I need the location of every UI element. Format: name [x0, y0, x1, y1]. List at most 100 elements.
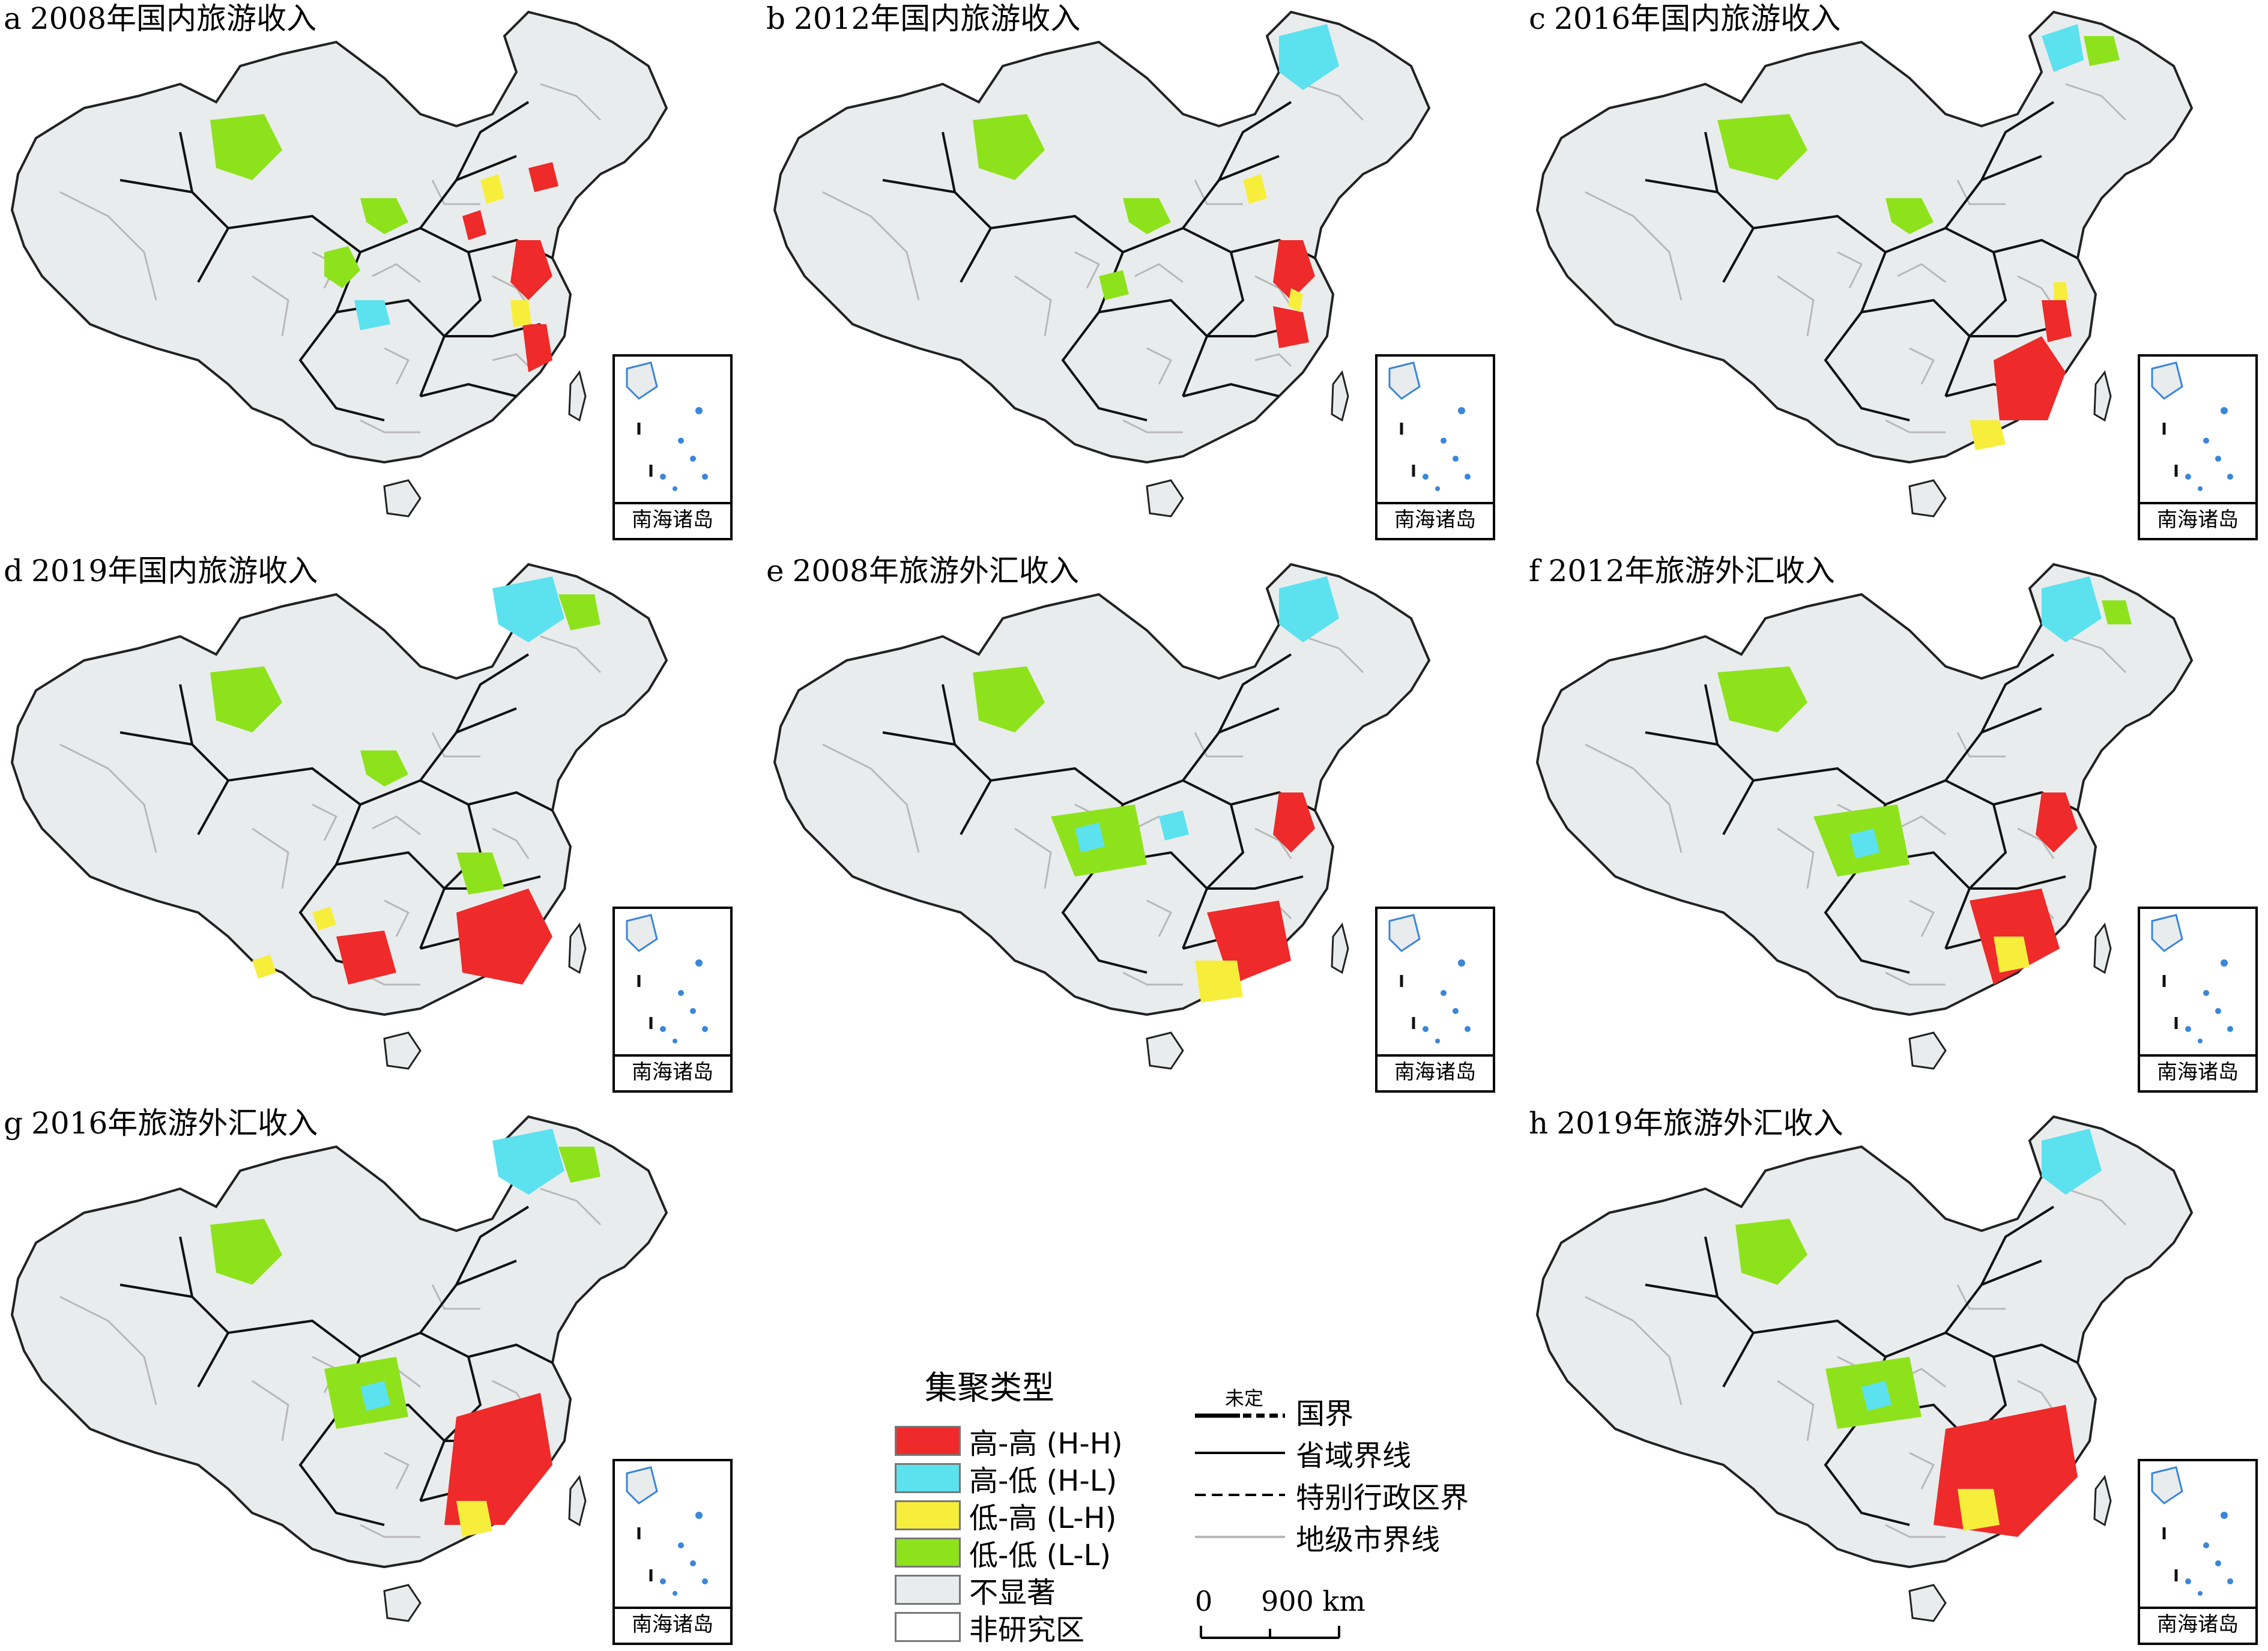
cluster-lh-region: [456, 1501, 492, 1537]
cluster-hl-region: [354, 300, 390, 330]
cluster-lh-region: [1288, 288, 1303, 312]
china-map-g: [11, 1115, 668, 1622]
cluster-hl-region: [1159, 810, 1189, 841]
cluster-hl-region: [2042, 24, 2084, 72]
cluster-lh-region: [252, 955, 276, 979]
inset-label: 南海诸岛: [615, 502, 730, 538]
south-china-sea-inset: 南海诸岛: [2138, 1459, 2258, 1645]
legend-label: 不显著: [969, 1576, 1056, 1610]
province-border-line: [1195, 1452, 1285, 1454]
cluster-hh-region: [2036, 792, 2078, 853]
map-panel-f: f 2012年旅游外汇收入 南海诸岛: [1525, 552, 2268, 1099]
south-china-sea-inset: 南海诸岛: [1375, 907, 1495, 1093]
map-panel-h: h 2019年旅游外汇收入 南海诸岛: [1525, 1105, 2268, 1651]
panel-title: b 2012年国内旅游收入: [766, 1, 1081, 36]
cluster-ll-region: [1717, 666, 1807, 732]
cluster-hh-region: [1273, 306, 1309, 348]
china-map-f: [1536, 563, 2193, 1070]
legend-swatch: [895, 1538, 961, 1568]
legend-line-city-border: 地级市界线: [1195, 1519, 1441, 1557]
national-border-line: [1195, 1413, 1285, 1418]
line-label: 地级市界线: [1296, 1523, 1441, 1557]
province-border-symbol: [1195, 1441, 1285, 1465]
cluster-hl-region: [2042, 1129, 2102, 1195]
legend-label: 高-低 (H-L): [969, 1464, 1117, 1498]
south-china-sea-inset: 南海诸岛: [612, 354, 733, 540]
legend-swatch: [895, 1463, 961, 1493]
cluster-ll-region: [1885, 198, 1934, 234]
legend-label: 低-高 (L-H): [969, 1502, 1117, 1535]
china-map-c: [1536, 11, 2193, 518]
legend-item-ll: 低-低 (L-L): [895, 1535, 1111, 1572]
line-label: 省域界线: [1296, 1439, 1412, 1473]
panel-title: g 2016年旅游外汇收入: [4, 1106, 318, 1141]
city-border-symbol: [1195, 1525, 1285, 1549]
cluster-ll-region: [2084, 36, 2120, 66]
cluster-ll-region: [2102, 600, 2132, 624]
cluster-hl-region: [1279, 576, 1339, 642]
south-china-sea-inset: 南海诸岛: [2138, 354, 2258, 540]
cluster-lh-region: [1243, 174, 1267, 204]
panel-title: a 2008年国内旅游收入: [4, 1, 317, 36]
map-panel-c: c 2016年国内旅游收入 南海诸岛: [1525, 0, 2268, 546]
cluster-hl-region: [1849, 829, 1879, 859]
legend-item-non-study-area: 非研究区: [895, 1609, 1085, 1647]
inset-islands: [2151, 361, 2233, 491]
legend-swatch: [895, 1426, 961, 1456]
cluster-hl-region: [360, 1381, 390, 1411]
cluster-lh-region: [1958, 1489, 2000, 1531]
legend-line-sar-border: 特别行政区界: [1195, 1477, 1469, 1515]
inset-label: 南海诸岛: [2140, 502, 2255, 538]
cluster-ll-region: [210, 666, 282, 732]
scale-distance: 900 km: [1261, 1585, 1365, 1617]
panel-title: h 2019年旅游外汇收入: [1529, 1106, 1843, 1141]
cluster-hh-region: [462, 210, 486, 240]
south-china-sea-inset: 南海诸岛: [612, 907, 733, 1093]
line-label: 国界: [1296, 1397, 1354, 1431]
cluster-ll-region: [324, 246, 360, 288]
cluster-hl-region: [1861, 1381, 1892, 1411]
legend-label: 非研究区: [969, 1613, 1085, 1647]
panel-title: d 2019年国内旅游收入: [4, 554, 318, 588]
legend-line-national-border: 未定 国界: [1195, 1387, 1354, 1431]
cluster-lh-region: [2054, 282, 2069, 300]
legend-item-hl: 高-低 (H-L): [895, 1460, 1117, 1498]
cluster-ll-region: [973, 666, 1045, 732]
south-china-sea-inset: 南海诸岛: [2138, 907, 2258, 1093]
legend-swatch: [895, 1612, 961, 1642]
cluster-ll-region: [973, 114, 1045, 180]
legend-item-hh: 高-高 (H-H): [895, 1423, 1123, 1461]
cluster-ll-region: [360, 198, 408, 234]
map-panel-g: g 2016年旅游外汇收入 南海诸岛: [0, 1105, 745, 1651]
inset-label: 南海诸岛: [2140, 1607, 2255, 1643]
inset-islands: [2151, 1466, 2233, 1596]
cluster-lh-region: [480, 174, 504, 204]
legend-line-province-border: 省域界线: [1195, 1435, 1412, 1473]
scale-zero: 0: [1195, 1585, 1213, 1617]
south-china-sea-inset: 南海诸岛: [612, 1459, 733, 1645]
map-panel-b: b 2012年国内旅游收入 南海诸岛: [763, 0, 1507, 546]
cluster-hl-region: [492, 576, 564, 642]
cluster-hh-region: [1994, 336, 2066, 420]
legend-title: 集聚类型: [925, 1369, 1054, 1407]
panel-title: c 2016年国内旅游收入: [1529, 1, 1841, 36]
cluster-ll-region: [456, 853, 504, 895]
cluster-ll-region: [360, 750, 408, 786]
cluster-ll-region: [1735, 1219, 1807, 1285]
panel-title: f 2012年旅游外汇收入: [1529, 554, 1835, 588]
inset-label: 南海诸岛: [615, 1607, 730, 1643]
scale-bar-line: [1200, 1626, 1340, 1639]
sar-border-line: [1195, 1494, 1285, 1496]
panel-title: e 2008年旅游外汇收入: [766, 554, 1079, 588]
cluster-ll-region: [1099, 270, 1129, 300]
china-map-a: [11, 11, 668, 518]
cluster-hh-region: [510, 240, 552, 300]
inset-islands: [2151, 914, 2233, 1043]
cluster-hh-region: [1273, 240, 1315, 300]
inset-islands: [1388, 361, 1471, 491]
cluster-hh-region: [2042, 300, 2072, 342]
inset-islands: [626, 361, 708, 491]
legend-item-lh: 低-高 (L-H): [895, 1497, 1117, 1535]
cluster-ll-region: [1123, 198, 1171, 234]
china-map-e: [773, 563, 1430, 1070]
